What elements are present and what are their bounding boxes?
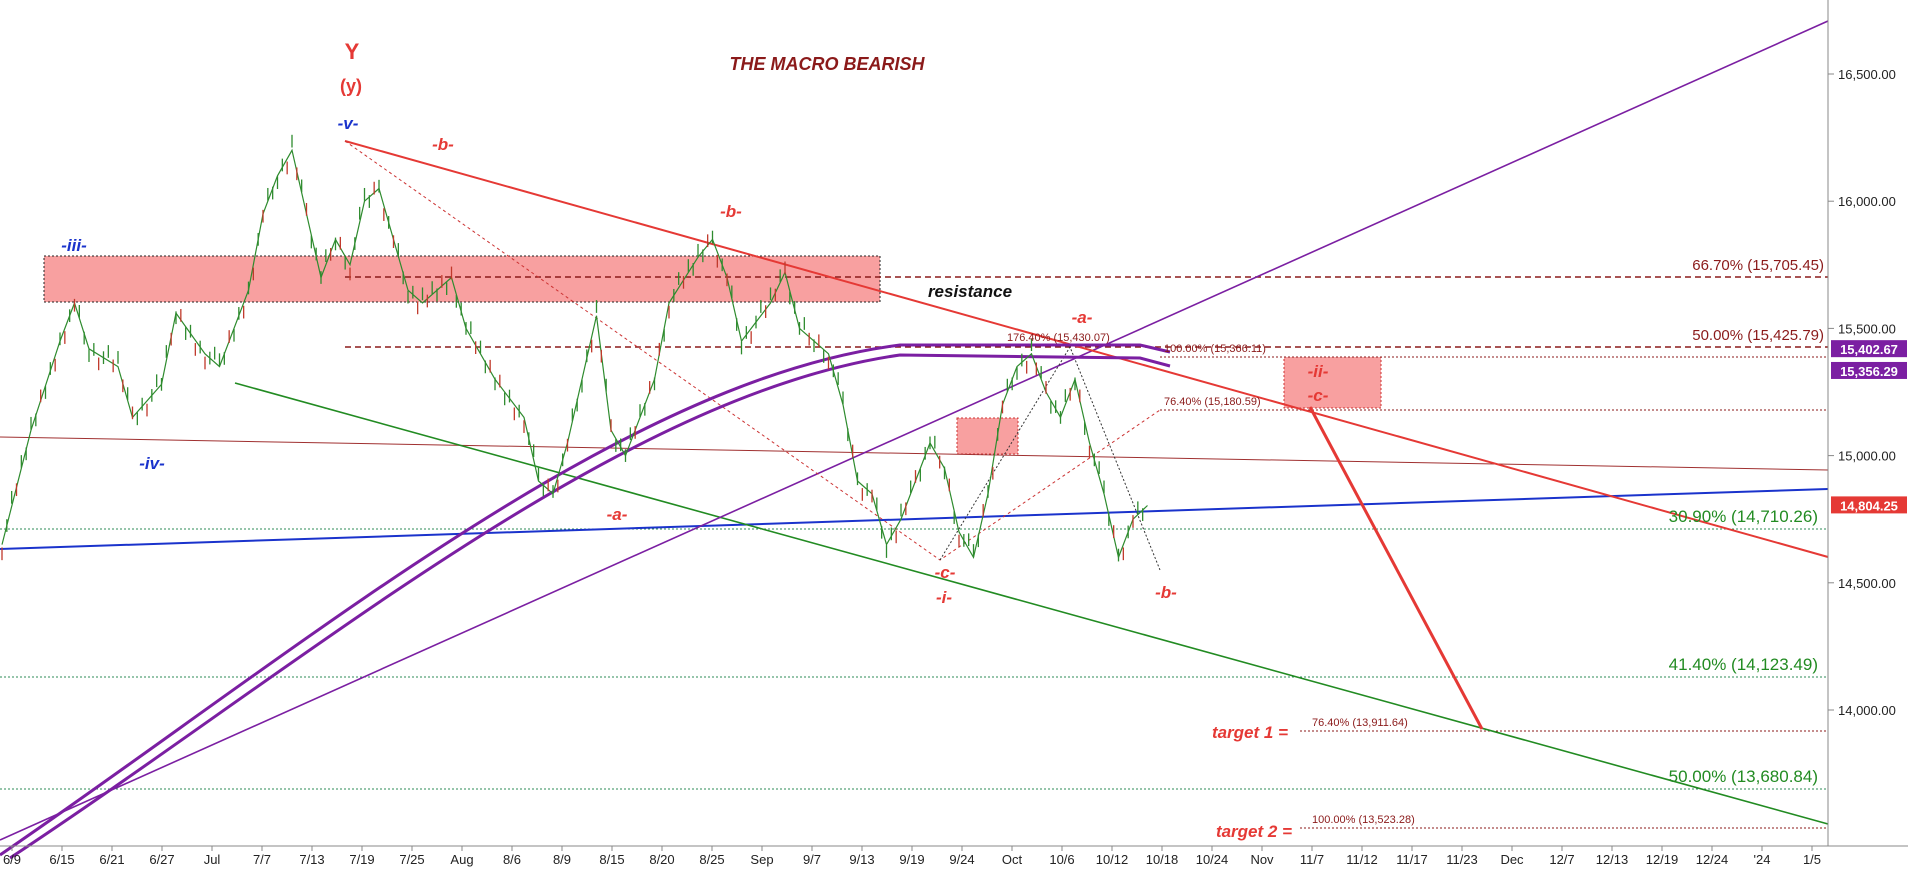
moving-average-1: [0, 343, 1171, 857]
wave-label-a-2: -a-: [1072, 308, 1093, 327]
wave-label-b-3: -b-: [1155, 583, 1177, 602]
x-tick-label: 9/19: [899, 852, 924, 867]
price-tag-box: [1831, 340, 1907, 358]
trend-line-purple: [0, 20, 1829, 841]
x-tick-label: 8/20: [649, 852, 674, 867]
y-tick-label: 14,500.00: [1838, 576, 1896, 591]
target-zone-ii: [1283, 356, 1382, 409]
x-tick-label: 6/21: [99, 852, 124, 867]
x-tick-label: Aug: [450, 852, 473, 867]
y-tick-label: 14,000.00: [1838, 703, 1896, 718]
x-axis: 6/9 6/15 6/21 6/27 Jul 7/7 7/13 7/19 7/25 Aug 8/6 8…: [3, 846, 1821, 867]
price-tag-label: 15,356.29: [1840, 364, 1898, 379]
fib-label-50: 50.00% (15,425.79): [1692, 327, 1824, 344]
x-tick-label: 11/17: [1396, 852, 1428, 867]
wave-label-b-2: -b-: [720, 202, 742, 221]
x-tick-label: 9/24: [949, 852, 974, 867]
x-tick-label: 7/19: [349, 852, 374, 867]
x-tick-label: 8/9: [553, 852, 571, 867]
fib-label-30.9: 30.90% (14,710.26): [1669, 507, 1818, 526]
target-2-label: target 2 =: [1216, 822, 1292, 841]
x-tick-label: 10/18: [1146, 852, 1179, 867]
trend-line-brown: [0, 436, 1829, 471]
x-tick-label: Dec: [1500, 852, 1524, 867]
fib-label-66.7: 66.70% (15,705.45): [1692, 257, 1824, 274]
x-tick-label: Oct: [1002, 852, 1023, 867]
wave-label-c-1: -c-: [935, 563, 956, 582]
fib-label-41.4: 41.40% (14,123.49): [1669, 655, 1818, 674]
x-tick-label: 6/15: [49, 852, 74, 867]
x-tick-label: 6/27: [149, 852, 174, 867]
chart-title: THE MACRO BEARISH: [729, 54, 925, 74]
x-tick-label: 10/12: [1096, 852, 1129, 867]
fib-label-50-green: 50.00% (13,680.84): [1669, 767, 1818, 786]
trend-line-red-down: [344, 140, 1829, 558]
x-tick-label: 10/24: [1196, 852, 1229, 867]
x-tick-label: 12/13: [1596, 852, 1629, 867]
x-tick-label: Sep: [750, 852, 773, 867]
x-tick-label: 11/7: [1300, 852, 1324, 867]
price-tag-label: 15,402.67: [1840, 342, 1898, 357]
x-tick-label: 7/25: [399, 852, 424, 867]
x-tick-label: 11/23: [1446, 852, 1478, 867]
y-tick-label: 15,500.00: [1838, 321, 1896, 336]
x-tick-label: 6/9: [3, 852, 21, 867]
price-marks-group: [1, 134, 1144, 562]
x-tick-label: 9/13: [849, 852, 874, 867]
wave-label-b-1: -b-: [432, 135, 454, 154]
fib-label-target1: 76.40% (13,911.64): [1312, 717, 1408, 729]
fib-label-100: 100.00% (15,366.11): [1164, 343, 1266, 355]
price-tag-box: [1831, 496, 1907, 514]
x-tick-label: Nov: [1250, 852, 1274, 867]
moving-average-2: [9, 353, 1171, 860]
wave-label-iii: -iii-: [61, 236, 87, 255]
x-tick-label: 12/24: [1696, 852, 1729, 867]
wave-label-iv: -iv-: [139, 454, 165, 473]
price-series: [1, 148, 1148, 560]
wave-label-ii: -ii-: [1308, 362, 1329, 381]
resistance-label: resistance: [928, 282, 1012, 301]
x-tick-label: 1/5: [1803, 852, 1821, 867]
x-tick-label: '24: [1754, 852, 1771, 867]
y-axis: 16,500.00 16,000.00 15,500.00 15,000.00 14,5…: [1828, 67, 1896, 718]
wave-label-a-1: -a-: [607, 505, 628, 524]
wave-connector-2: [939, 345, 1161, 571]
resistance-zone-main: [43, 255, 881, 303]
x-tick-label: 8/15: [599, 852, 624, 867]
fib-label-76.4: 76.40% (15,180.59): [1164, 396, 1261, 408]
y-tick-label: 16,500.00: [1838, 67, 1896, 82]
wave-label-i: -i-: [936, 588, 952, 607]
target-1-label: target 1 =: [1212, 723, 1288, 742]
x-tick-label: Jul: [204, 852, 221, 867]
price-tag-label: 14,804.25: [1840, 498, 1898, 513]
wave-label-Y: Y: [345, 39, 360, 64]
wave-label-c-2: -c-: [1308, 386, 1329, 405]
projection-line-red: [1308, 406, 1484, 730]
wave-label-y-paren: (y): [340, 76, 362, 96]
price-tags: 15,402.67 15,356.29 14,804.25: [1831, 340, 1907, 514]
x-tick-label: 10/6: [1049, 852, 1074, 867]
price-tag-box: [1831, 361, 1907, 379]
x-tick-label: 11/12: [1346, 852, 1378, 867]
fib-label-target2: 100.00% (13,523.28): [1312, 814, 1415, 826]
fib-label-176.4: 176.40% (15,430.07): [1007, 332, 1110, 344]
x-tick-label: 7/7: [253, 852, 271, 867]
y-tick-label: 16,000.00: [1838, 194, 1896, 209]
x-tick-label: 8/25: [699, 852, 724, 867]
x-tick-label: 12/7: [1549, 852, 1574, 867]
resistance-zone-small: [956, 417, 1019, 455]
x-tick-label: 9/7: [803, 852, 821, 867]
wave-label-v: -v-: [338, 114, 359, 133]
trend-line-green: [234, 382, 1829, 825]
trend-line-blue: [0, 488, 1829, 550]
x-tick-label: 8/6: [503, 852, 521, 867]
x-tick-label: 7/13: [299, 852, 324, 867]
y-tick-label: 15,000.00: [1838, 449, 1896, 464]
x-tick-label: 12/19: [1646, 852, 1679, 867]
